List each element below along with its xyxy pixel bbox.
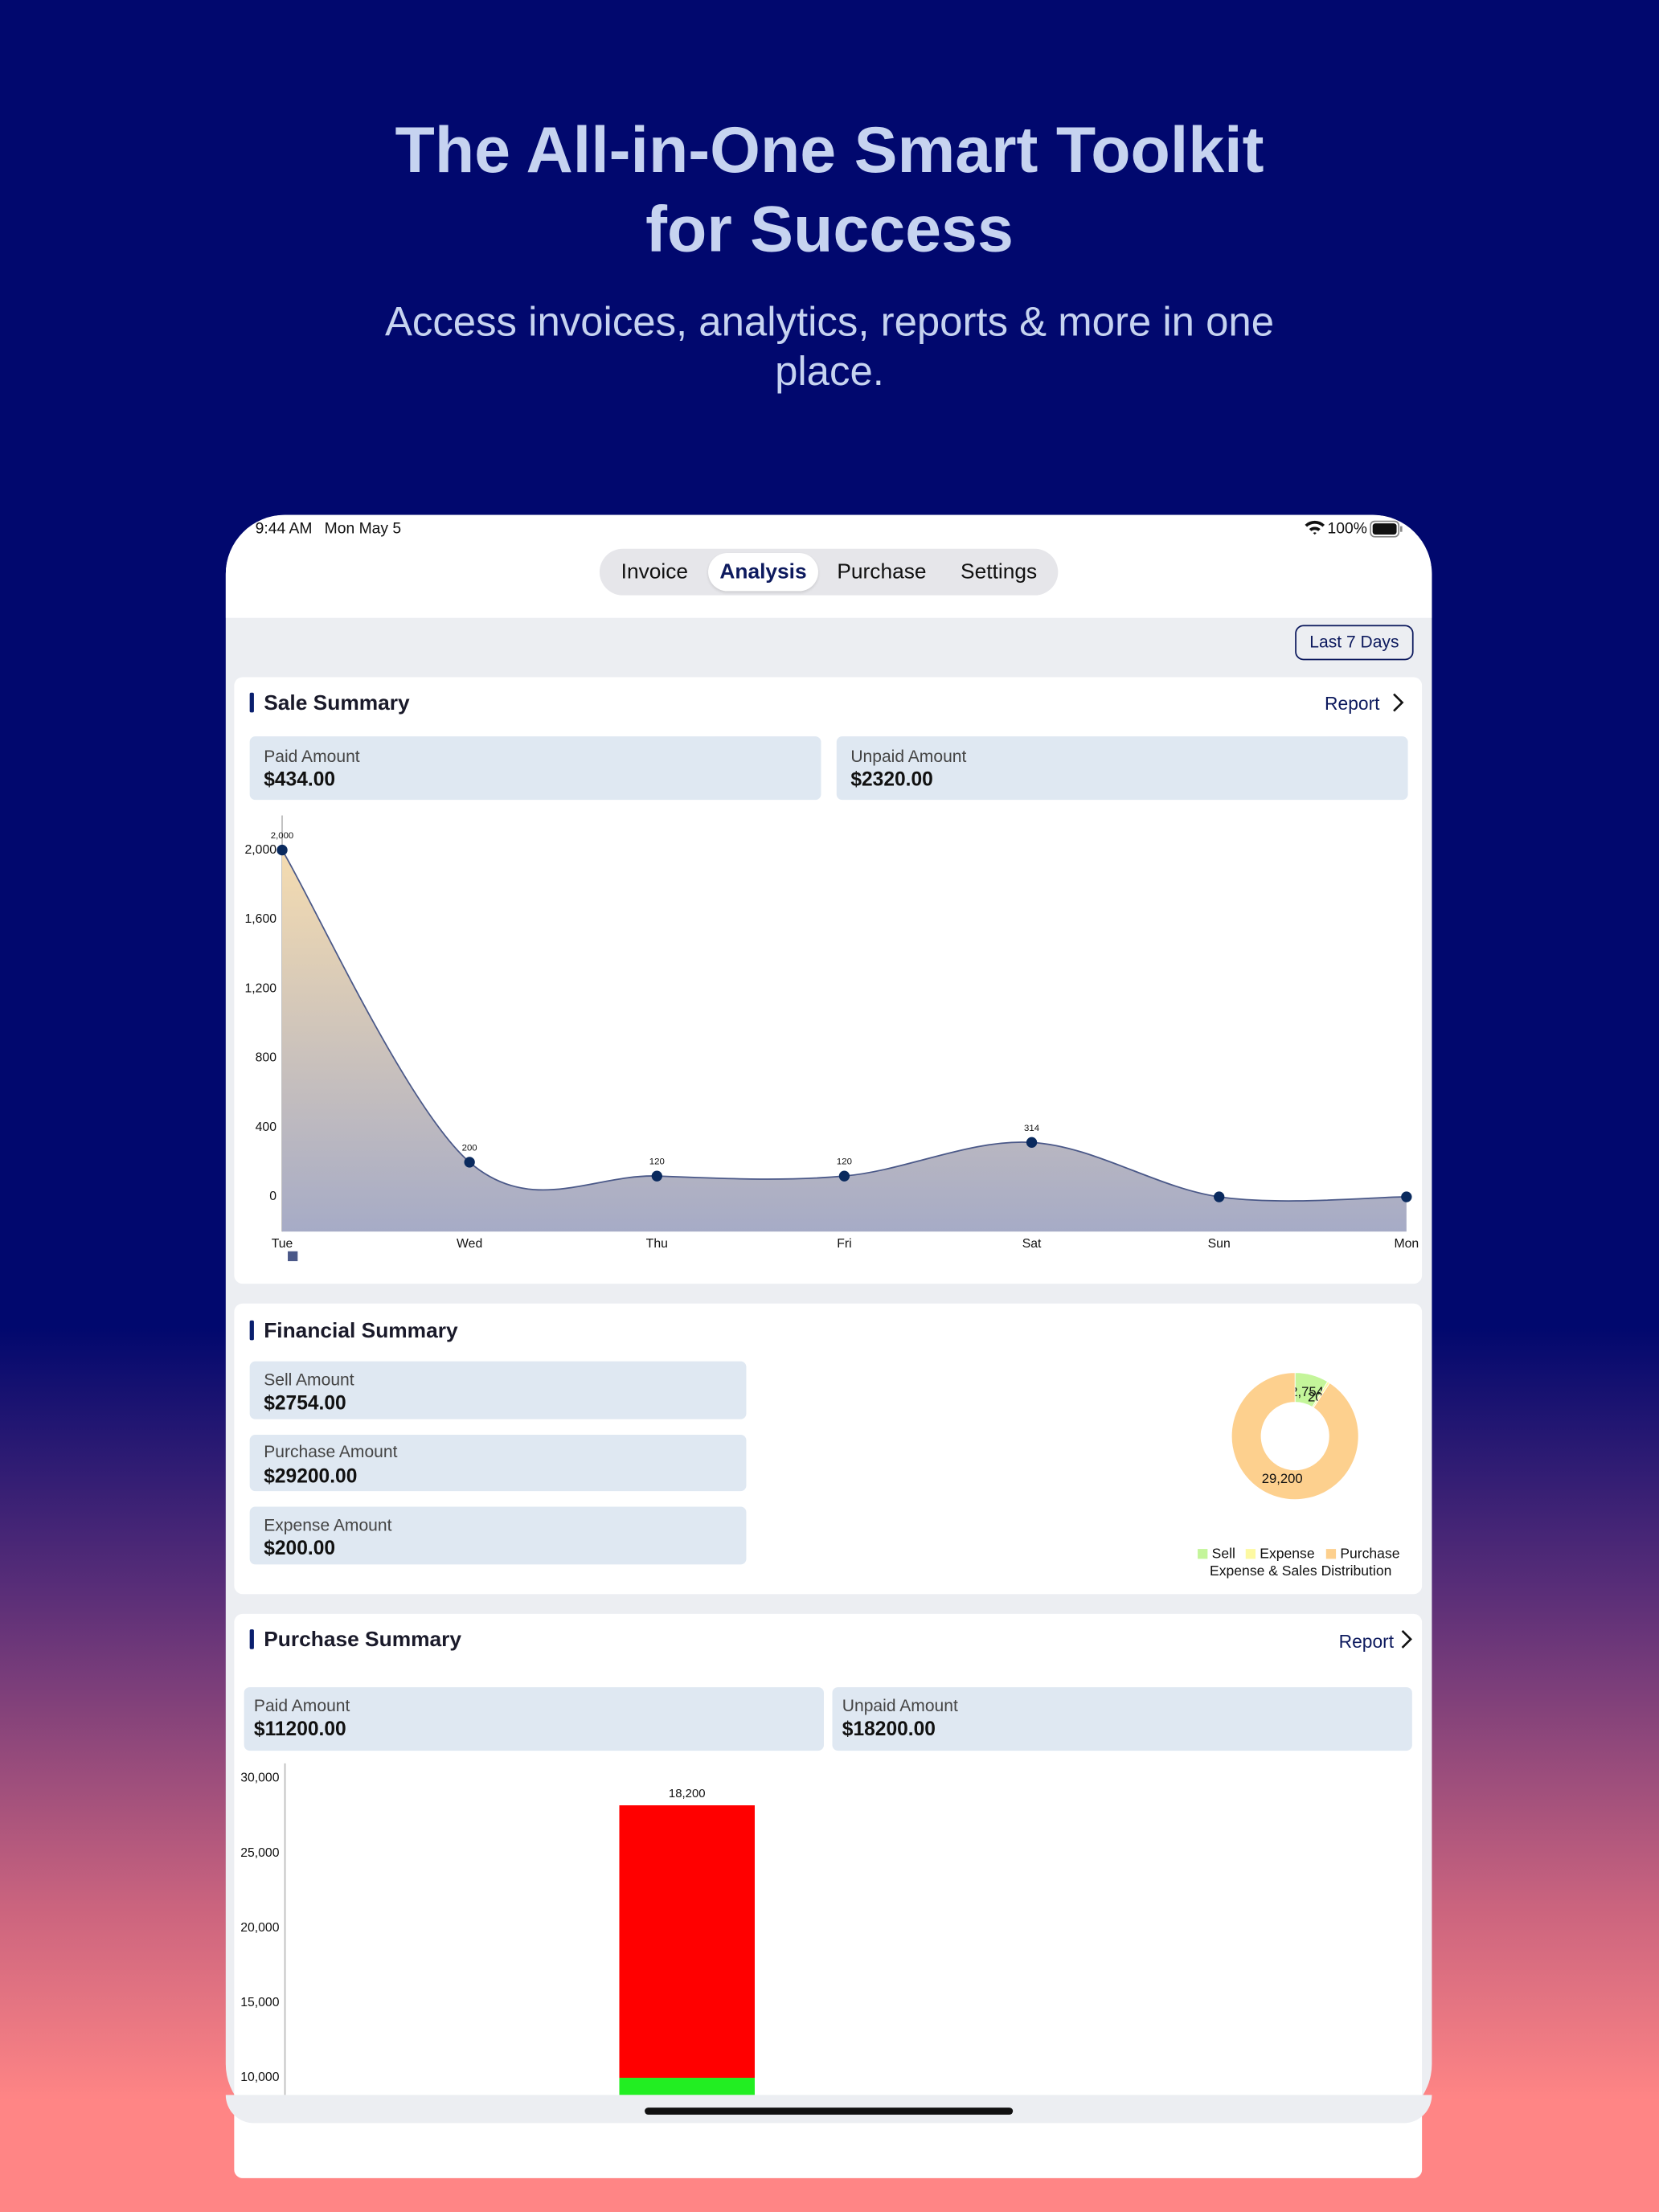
amount-card: [249, 1506, 747, 1565]
amount-label: Purchase Amount: [264, 1441, 398, 1462]
amount-card: [832, 1687, 1412, 1751]
report-link[interactable]: Report: [1325, 692, 1380, 715]
amount-card: [836, 736, 1408, 801]
date-filter[interactable]: Last 7 Days: [1295, 625, 1414, 661]
amount-value: $434.00: [264, 767, 336, 790]
tab[interactable]: Purchase: [837, 559, 927, 584]
amount-value: $11200.00: [253, 1716, 346, 1740]
wifi-icon: [1305, 520, 1325, 535]
home-indicator: [645, 2108, 1014, 2115]
section-marker: [249, 1320, 254, 1341]
amount-card: [244, 1687, 824, 1751]
section-marker: [249, 692, 254, 713]
tab-bar: [599, 548, 1059, 596]
headline: The All-in-One Smart Toolkit for Success: [395, 113, 1264, 265]
amount-label: Sell Amount: [264, 1370, 354, 1390]
section-marker: [249, 1629, 254, 1649]
tab[interactable]: Analysis: [719, 559, 807, 584]
battery-icon: [1370, 520, 1403, 538]
amount-value: $18200.00: [842, 1716, 936, 1740]
chevron: [1401, 1629, 1412, 1649]
chevron: [1393, 693, 1404, 712]
battery-level: 100%: [1327, 520, 1367, 538]
report-link[interactable]: Report: [1338, 1630, 1395, 1653]
status-date: Mon May 5: [324, 520, 402, 538]
amount-label: Unpaid Amount: [850, 746, 967, 767]
amount-label: Paid Amount: [264, 746, 360, 767]
section-title: Purchase Summary: [264, 1628, 462, 1653]
active-tab: [708, 553, 818, 592]
amount-value: $29200.00: [264, 1464, 358, 1487]
amount-label: Paid Amount: [253, 1695, 350, 1716]
amount-card: [249, 1434, 747, 1492]
section-title: Financial Summary: [264, 1319, 458, 1343]
status-time: 9:44 AM: [255, 520, 313, 538]
tab[interactable]: Invoice: [621, 559, 689, 584]
amount-value: $2320.00: [850, 767, 933, 790]
amount-label: Unpaid Amount: [842, 1695, 958, 1716]
amount-value: $2754.00: [264, 1391, 346, 1414]
tab[interactable]: Settings: [961, 559, 1038, 584]
amount-value: $200.00: [264, 1536, 336, 1559]
subheadline: Access invoices, analytics, reports & mo…: [384, 300, 1275, 395]
section-title: Sale Summary: [264, 691, 410, 715]
amount-card: [249, 736, 821, 801]
amount-label: Expense Amount: [264, 1514, 392, 1535]
amount-card: [249, 1361, 747, 1419]
